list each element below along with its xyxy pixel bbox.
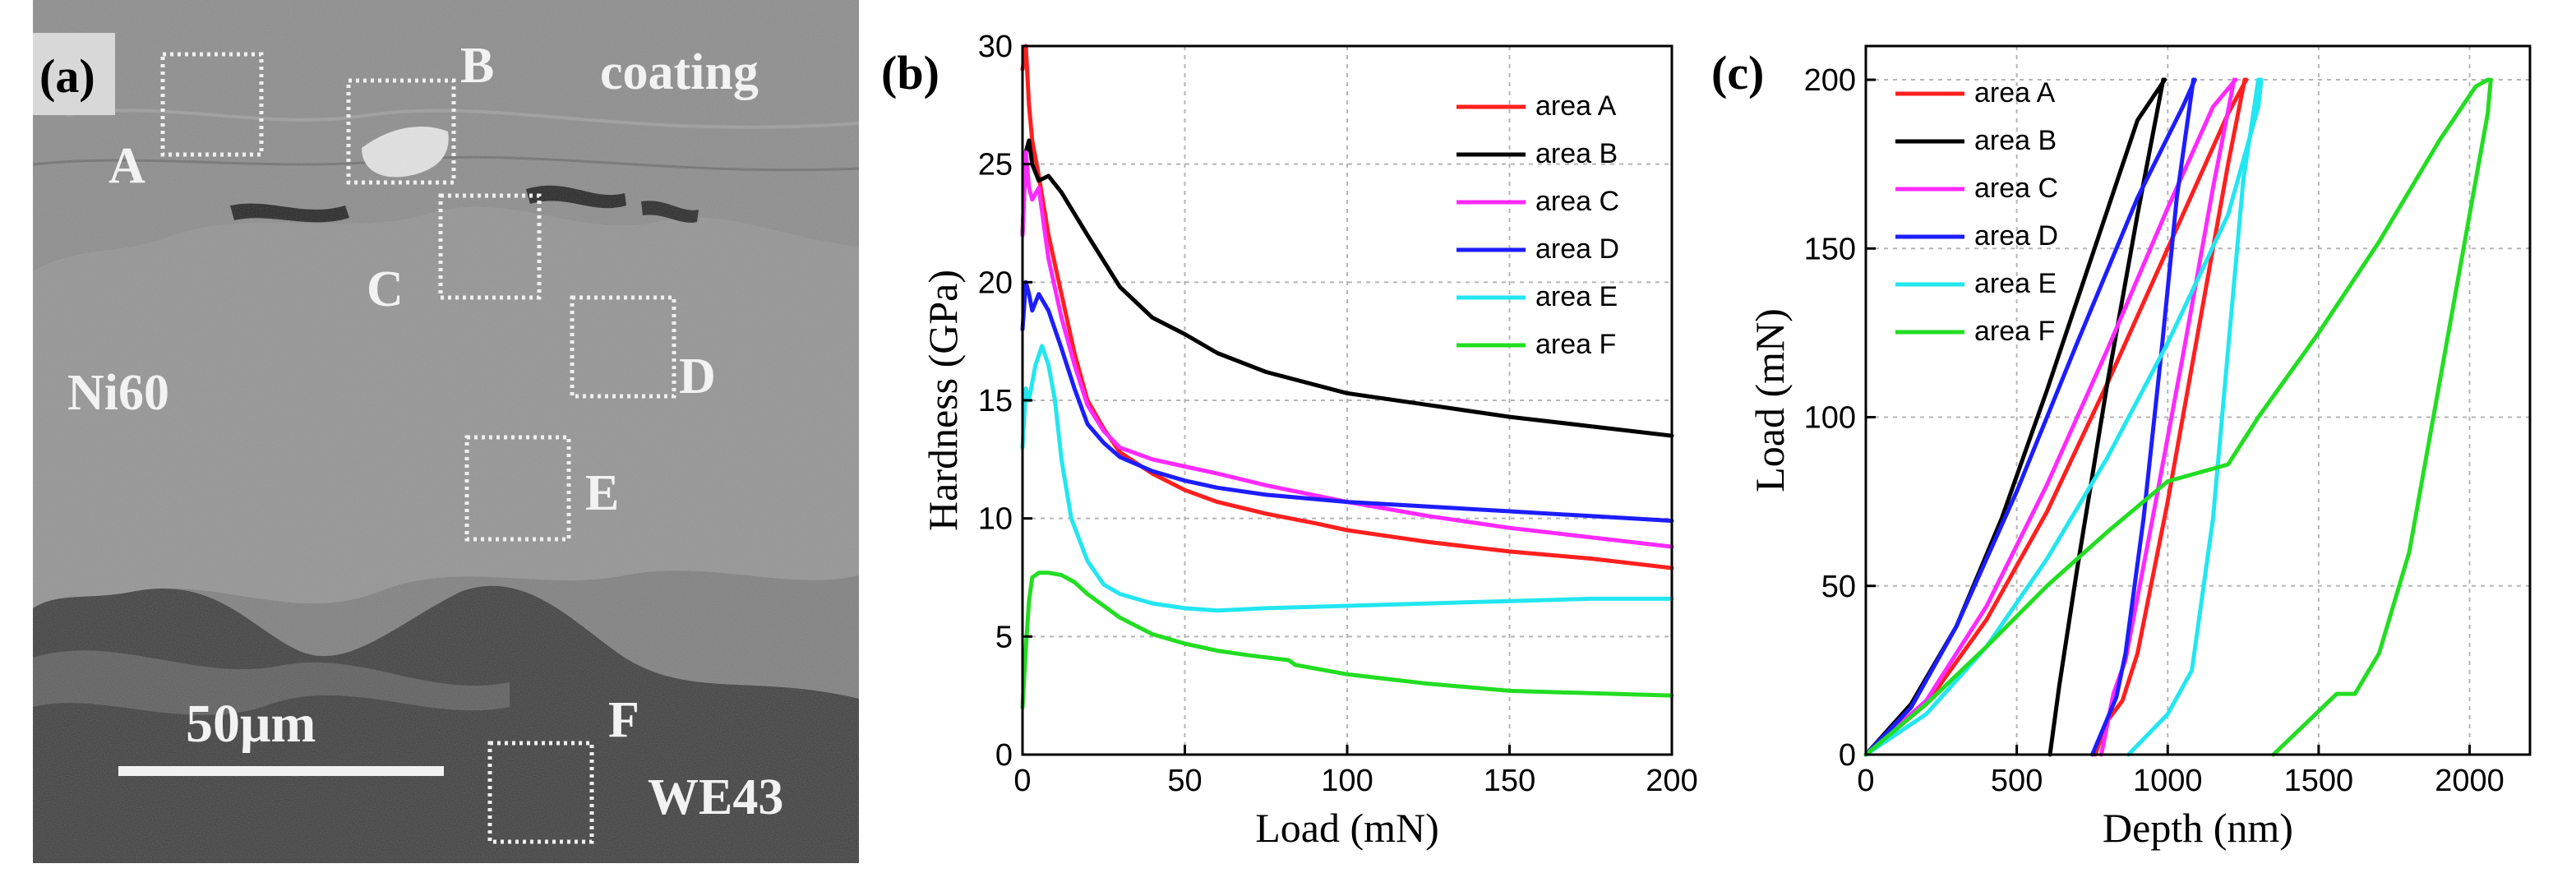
- region-box-a: [160, 52, 264, 157]
- load-depth-y-axis-label: Load (mN): [1747, 308, 1793, 492]
- region-label-d: D: [679, 349, 716, 404]
- micrograph-panel: (a) A B C D E F coating Ni60 WE43 50μm: [33, 0, 859, 863]
- hardness-x-axis-label: Load (mN): [1255, 805, 1439, 851]
- load-depth-legend-label-area-c: area C: [1974, 173, 2058, 204]
- load-depth-x-tick-label-0: 0: [1857, 764, 1874, 798]
- hardness-legend: area A area B area C area D area E area F: [1457, 90, 1619, 360]
- hardness-ticks: 0 50 100 150 200 0 5 10 15 20 25 30: [978, 30, 1698, 798]
- load-depth-series: [1863, 77, 2493, 757]
- hardness-series-area-c: [1020, 150, 1674, 549]
- region-box-f: [487, 741, 594, 844]
- hardness-y-tick-label-6: 30: [978, 30, 1013, 64]
- region-label-f: F: [608, 692, 639, 748]
- load-depth-legend-label-area-e: area E: [1974, 268, 2057, 299]
- scale-bar-label: 50μm: [186, 694, 316, 754]
- hardness-series-area-f: [1020, 570, 1674, 709]
- scale-bar: [118, 766, 444, 776]
- load-depth-series-area-f: [1863, 77, 2493, 757]
- load-depth-legend: area A area B area C area D area E area F: [1895, 77, 2058, 347]
- hardness-series-area-b: [1020, 138, 1674, 438]
- hardness-x-tick-label-2: 100: [1321, 764, 1373, 798]
- hardness-legend-label-area-a: area A: [1535, 90, 1617, 122]
- hardness-chart: (b) 0 50 100 150 200 0 5 10 15 20 25 30 Load (mN) H…: [881, 30, 1698, 851]
- load-depth-x-tick-label-1: 500: [1991, 764, 2043, 798]
- load-depth-y-tick-label-1: 50: [1821, 570, 1856, 604]
- load-depth-y-tick-label-3: 150: [1804, 232, 1856, 266]
- hardness-y-tick-label-2: 10: [978, 502, 1013, 537]
- region-box-c: [438, 193, 542, 300]
- panel-b-letter: (b): [881, 46, 939, 99]
- hardness-x-tick-label-1: 50: [1167, 764, 1202, 798]
- hardness-x-tick-label-0: 0: [1013, 764, 1031, 798]
- load-depth-ticks: 0 500 1000 1500 2000 0 50 100 150 200: [1804, 63, 2504, 798]
- hardness-y-tick-label-1: 5: [995, 620, 1013, 654]
- load-depth-y-tick-label-4: 200: [1804, 63, 1856, 98]
- region-label-e: E: [585, 465, 619, 521]
- region-box-b: [346, 78, 456, 185]
- hardness-legend-label-area-d: area D: [1535, 233, 1619, 265]
- hardness-y-tick-label-3: 15: [978, 384, 1013, 418]
- load-depth-plot-frame: [1864, 44, 2532, 756]
- hardness-legend-label-area-b: area B: [1535, 138, 1618, 169]
- load-depth-x-tick-label-3: 1500: [2284, 764, 2354, 798]
- hardness-grid: [1023, 46, 1672, 755]
- load-depth-series-area-c: [1863, 77, 2238, 757]
- panel-a-letter: (a): [39, 49, 95, 103]
- hardness-y-tick-label-5: 25: [978, 148, 1013, 182]
- letter-background: [33, 33, 115, 115]
- hardness-x-tick-label-4: 200: [1646, 764, 1697, 798]
- grain-texture: [33, 0, 859, 863]
- region-label-b: B: [460, 38, 494, 94]
- load-depth-y-tick-label-2: 100: [1804, 401, 1856, 436]
- load-depth-legend-label-area-b: area B: [1974, 125, 2057, 156]
- load-depth-series-area-e: [1863, 77, 2264, 757]
- load-depth-series-area-a: [1863, 77, 2249, 757]
- hardness-y-axis-label: Hardness (GPa): [920, 270, 966, 531]
- hardness-series-area-e: [1020, 344, 1674, 613]
- ni60-label: Ni60: [67, 365, 169, 421]
- region-label-a: A: [108, 138, 145, 194]
- hardness-x-tick-label-3: 150: [1484, 764, 1535, 798]
- hardness-y-tick-label-0: 0: [995, 738, 1013, 773]
- hardness-series: [1020, 44, 1674, 709]
- load-depth-series-area-d: [1863, 77, 2197, 757]
- load-depth-x-tick-label-2: 1000: [2133, 764, 2203, 798]
- panel-c-letter: (c): [1711, 46, 1764, 99]
- region-box-e: [464, 435, 571, 542]
- hardness-legend-label-area-c: area C: [1535, 186, 1619, 217]
- load-depth-legend-label-area-f: area F: [1974, 316, 2055, 347]
- load-depth-legend-label-area-a: area A: [1974, 77, 2056, 109]
- we43-label: WE43: [648, 769, 783, 825]
- hardness-legend-label-area-e: area E: [1535, 281, 1618, 312]
- load-depth-x-tick-label-4: 2000: [2435, 764, 2504, 798]
- load-depth-legend-label-area-d: area D: [1974, 220, 2058, 252]
- hardness-series-area-a: [1020, 44, 1674, 570]
- hardness-legend-label-area-f: area F: [1535, 329, 1616, 360]
- hardness-y-tick-label-4: 20: [978, 266, 1013, 300]
- region-label-c: C: [367, 261, 404, 317]
- coating-label: coating: [600, 44, 759, 100]
- region-box-d: [570, 295, 676, 399]
- load-depth-x-axis-label: Depth (nm): [2103, 805, 2293, 851]
- load-depth-chart: (c) 0 500 1000 1500 2000 0 50 100 150 200 Depth (…: [1711, 44, 2532, 851]
- hardness-series-area-d: [1020, 279, 1674, 523]
- load-depth-y-tick-label-0: 0: [1839, 738, 1856, 773]
